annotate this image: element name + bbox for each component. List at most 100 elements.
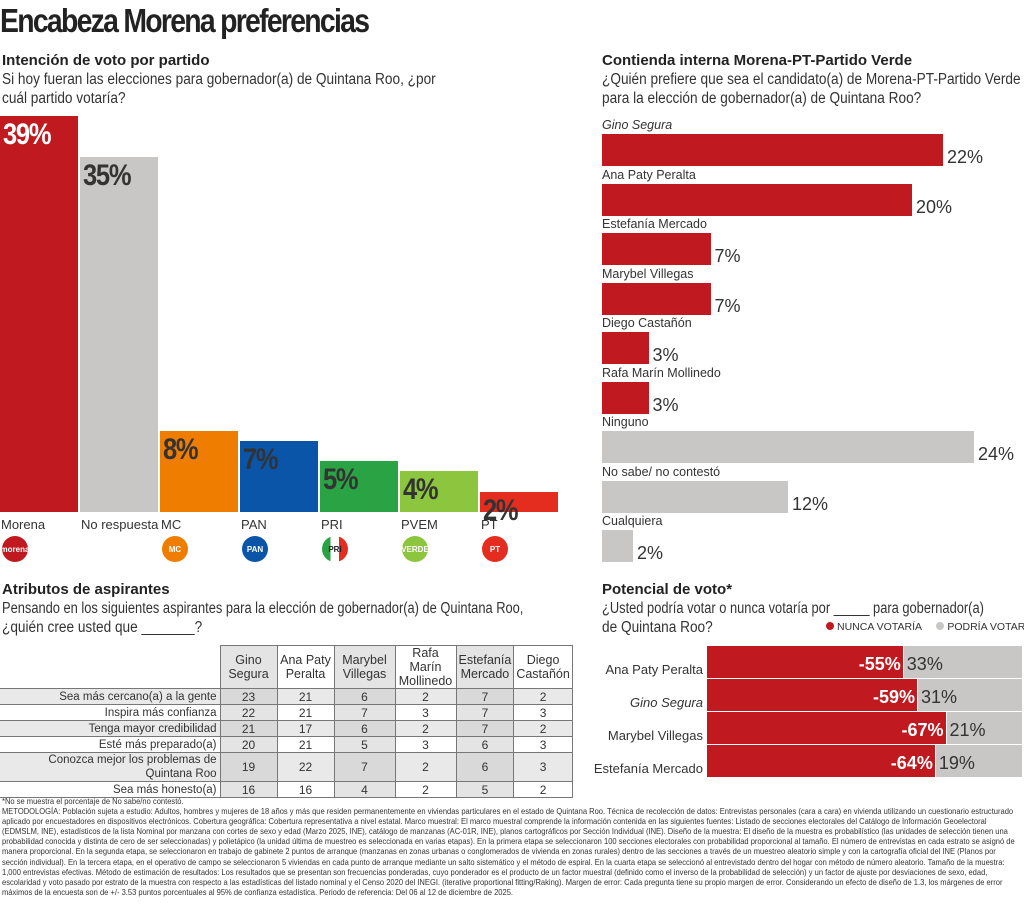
table-cell: 21	[276, 736, 335, 753]
candidate-label: Marybel Villegas	[602, 266, 694, 281]
bar-never-vote	[707, 745, 935, 777]
table-cell: 4	[333, 781, 396, 798]
table-cell: 6	[455, 752, 515, 782]
bar-never-vote	[707, 679, 918, 711]
bar-could-vote	[918, 679, 1022, 711]
table-cell: 22	[276, 752, 335, 782]
party-logo-icon: PAN	[242, 536, 268, 562]
category-label: PVEM	[401, 517, 438, 532]
bar-value-label: 8%	[163, 432, 199, 466]
candidate-label: Gino Segura	[630, 695, 703, 710]
methodology: METODOLOGÍA: Población sujeta a estudio:…	[2, 806, 1015, 897]
table-cell: 23	[219, 688, 278, 705]
table-cell: 21	[276, 704, 335, 721]
bar-value-label: 7%	[714, 295, 741, 316]
bar	[480, 491, 558, 512]
table-cell: 6	[333, 720, 396, 737]
table-subtitle-1: Pensando en los siguientes aspirantes pa…	[2, 600, 524, 617]
bar-value-label: 4%	[403, 473, 439, 507]
bar-could-vote	[903, 646, 1022, 678]
table-corner	[0, 645, 221, 689]
table-row: Sea más cercano(a) a la gente 23 21 6 2 7 2	[0, 688, 573, 705]
legend-dot-icon	[826, 622, 834, 630]
column-header: Rafa Marín Mollinedo	[394, 645, 457, 689]
candidate-label: Rafa Marín Mollinedo	[602, 365, 721, 380]
table-cell: 5	[455, 781, 515, 798]
legend-label: PODRÍA VOTAR	[947, 621, 1024, 633]
never-vote-label: -67%	[901, 720, 944, 740]
column-header: Estefanía Mercado	[455, 645, 515, 689]
bar	[602, 183, 912, 216]
column-header-line: Rafa Marín	[409, 646, 442, 674]
chart4-title: Potencial de voto*	[602, 581, 733, 598]
bar	[400, 471, 478, 512]
bar	[602, 381, 649, 414]
table-title: Atributos de aspirantes	[2, 581, 170, 598]
legend-item-could: PODRÍA VOTAR	[936, 621, 1024, 633]
column-header-line: Mercado	[460, 667, 510, 681]
attributes-table: Gino Segura Ana Paty Peralta Marybel Villegas…	[0, 645, 573, 798]
party-logo-icon: VERDE	[401, 536, 429, 562]
table-cell: 7	[455, 720, 515, 737]
table-row: Tenga mayor credibilidad 21 17 6 2 7 2	[0, 720, 573, 737]
table-cell: 21	[276, 688, 335, 705]
party-logo-icon: PT	[482, 536, 508, 562]
category-label: PAN	[241, 517, 267, 532]
row-label: Sea más cercano(a) a la gente	[0, 688, 221, 705]
chart2-title: Contienda interna Morena-PT-Partido Verd…	[602, 52, 913, 69]
category-label: PT	[481, 517, 498, 532]
bar-value-label: 20%	[916, 196, 953, 217]
table-cell: 3	[513, 752, 573, 782]
column-header: Ana Paty Peralta	[276, 645, 335, 689]
column-header-line: Diego	[526, 653, 560, 667]
table-cell: 3	[394, 736, 457, 753]
table-cell: 21	[219, 720, 278, 737]
bar-could-vote	[946, 712, 1022, 744]
table-cell: 7	[333, 752, 396, 782]
column-header-line: Gino	[235, 653, 262, 667]
bar-value-label: 22%	[947, 147, 984, 167]
candidate-label: Estefanía Mercado	[602, 217, 707, 231]
could-vote-label: 21%	[949, 720, 986, 740]
bar	[320, 461, 398, 512]
never-vote-label: -59%	[873, 687, 916, 707]
table-cell: 3	[513, 736, 573, 753]
legend-item-never: NUNCA VOTARÍA	[826, 621, 921, 633]
table-row: Conozca mejor los problemas de Quintana …	[0, 752, 573, 782]
bar-value-label: 24%	[978, 444, 1015, 464]
chart4-subtitle-2: de Quintana Roo?	[602, 619, 713, 636]
row-label: Esté más preparado(a)	[0, 736, 221, 753]
candidate-label: Gino Segura	[602, 118, 673, 132]
table-cell: 16	[219, 781, 278, 798]
table-cell: 3	[513, 704, 573, 721]
row-label: Sea más honesto(a)	[0, 781, 221, 798]
bar	[602, 134, 943, 166]
could-vote-label: 33%	[906, 654, 943, 674]
column-header-line: Ana Paty	[280, 653, 331, 667]
bar	[160, 430, 238, 512]
bar-value-label: 12%	[792, 493, 829, 514]
party-logo-icon: morena	[1, 536, 29, 562]
bar	[602, 530, 633, 562]
table-cell: 7	[455, 688, 515, 705]
table-cell: 2	[394, 781, 457, 798]
table-cell: 20	[219, 736, 278, 753]
bar	[602, 431, 974, 463]
candidate-label: No sabe/ no contestó	[602, 464, 721, 479]
bar	[0, 116, 78, 512]
bar-never-vote	[707, 646, 903, 678]
category-label: Morena	[1, 517, 46, 532]
chart1-title: Intención de voto por partido	[2, 52, 210, 69]
bar-value-label: 3%	[652, 345, 679, 365]
column-header: Diego Castañón	[513, 645, 573, 689]
bar-value-label: 7%	[243, 442, 279, 476]
table-cell: 6	[455, 736, 515, 753]
column-header: Gino Segura	[219, 645, 278, 689]
table-row: Sea más honesto(a) 16 16 4 2 5 2	[0, 781, 573, 798]
candidate-label: Estefanía Mercado	[593, 761, 703, 776]
table-cell: 2	[394, 720, 457, 737]
bar-value-label: 3%	[652, 394, 679, 415]
chart4-subtitle-1: ¿Usted podría votar o nunca votaría por …	[602, 600, 984, 617]
column-header-line: Marybel	[342, 653, 387, 667]
table-cell: 5	[333, 736, 396, 753]
